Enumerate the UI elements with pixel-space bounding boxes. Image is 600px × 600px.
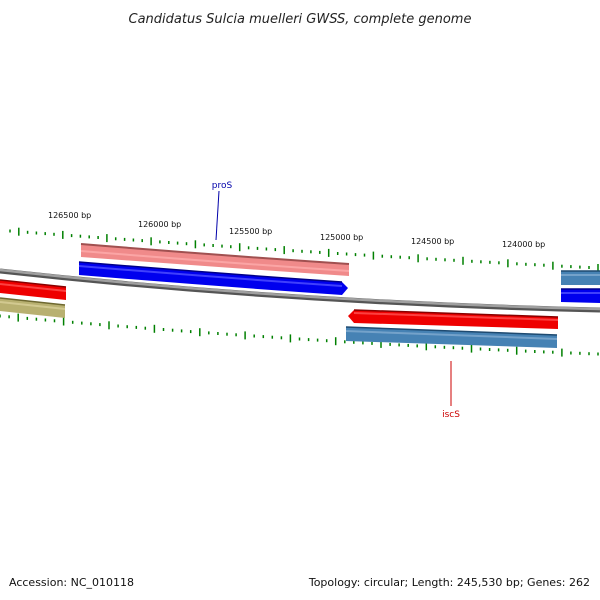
gene-left-red[interactable] — [0, 279, 67, 300]
gene-right-blue[interactable] — [561, 288, 600, 303]
gene-left-olive[interactable] — [0, 297, 66, 318]
gene-pros[interactable] — [78, 261, 348, 295]
tick-labels: 126500 bp 126000 bp 125500 bp 125000 bp … — [48, 211, 545, 249]
gene-label-pros-group: proS — [212, 181, 233, 241]
outer-tick-track — [9, 227, 599, 272]
tick-label-125000: 125000 bp — [320, 233, 363, 242]
pros-leader-line — [215, 190, 220, 241]
genome-summary-text: Topology: circular; Length: 245,530 bp; … — [308, 576, 590, 589]
gene-iscs[interactable] — [348, 309, 559, 329]
gene-label-iscs: iscS — [442, 410, 460, 420]
gene-right-steel[interactable] — [561, 270, 600, 285]
genome-backbone — [0, 268, 600, 313]
inner-tick-track — [0, 313, 599, 357]
gene-reverse-steel[interactable] — [345, 326, 558, 348]
tick-label-124000: 124000 bp — [502, 240, 545, 249]
tick-label-126500: 126500 bp — [48, 211, 91, 220]
accession-text: Accession: NC_010118 — [9, 576, 134, 589]
gene-label-iscs-group: iscS — [442, 361, 460, 420]
gene-label-pros: proS — [212, 181, 233, 191]
tick-label-124500: 124500 bp — [411, 237, 454, 246]
gene-forward-pink[interactable] — [80, 243, 350, 276]
tick-label-125500: 125500 bp — [229, 227, 272, 236]
map-title: Candidatus Sulcia muelleri GWSS, complet… — [129, 12, 472, 27]
tick-label-126000: 126000 bp — [138, 220, 181, 229]
